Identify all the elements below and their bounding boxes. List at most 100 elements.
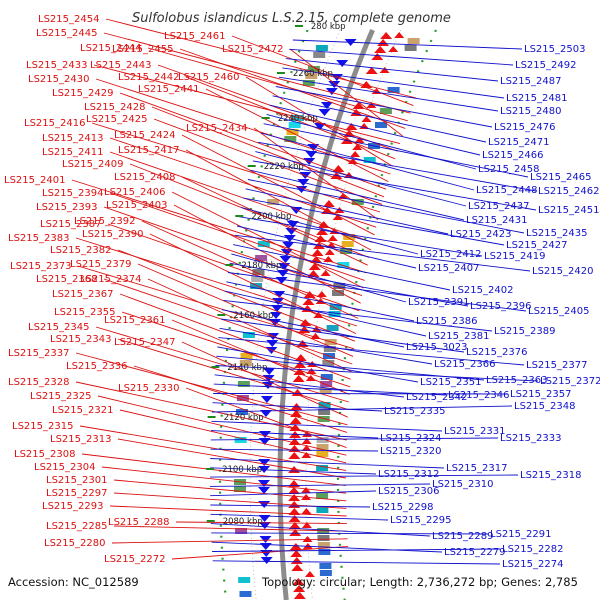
right-gene-label[interactable]: LS215_2420 (532, 266, 593, 277)
right-gene-label[interactable]: LS215_2312 (378, 469, 439, 480)
right-gene-label[interactable]: LS215_2402 (452, 285, 513, 296)
left-gene-label[interactable]: LS215_2406 (104, 187, 165, 198)
right-gene-label[interactable]: LS215_2282 (502, 544, 563, 555)
left-gene-label[interactable]: LS215_2461 (164, 31, 225, 42)
right-gene-label[interactable]: LS215_2298 (372, 502, 433, 513)
left-gene-label[interactable]: LS215_2373 (10, 261, 71, 272)
right-gene-label[interactable]: LS215_2427 (506, 240, 567, 251)
right-gene-label[interactable]: LS215_2437 (468, 201, 529, 212)
right-gene-label[interactable]: LS215_2333 (500, 433, 561, 444)
right-gene-label[interactable]: LS215_2476 (494, 122, 555, 133)
left-gene-label[interactable]: LS215_2368 (36, 274, 97, 285)
right-gene-label[interactable]: LS215_2431 (466, 215, 527, 226)
left-gene-label[interactable]: LS215_2425 (86, 114, 147, 125)
left-gene-label[interactable]: LS215_2374 (80, 274, 141, 285)
right-gene-label[interactable]: LS215_2291 (490, 529, 551, 540)
left-gene-label[interactable]: LS215_2379 (70, 259, 131, 270)
left-gene-label[interactable]: LS215_2297 (46, 488, 107, 499)
right-gene-label[interactable]: LS215_2396 (470, 301, 531, 312)
left-gene-label[interactable]: LS215_2394 (42, 188, 103, 199)
left-gene-label[interactable]: LS215_2443 (90, 60, 151, 71)
right-gene-label[interactable]: LS215_2342 (406, 392, 467, 403)
left-gene-label[interactable]: LS215_2390 (82, 229, 143, 240)
right-gene-label[interactable]: LS215_2487 (500, 76, 561, 87)
right-gene-label[interactable]: LS215_2274 (502, 559, 563, 570)
right-gene-label[interactable]: LS215_2471 (488, 137, 549, 148)
right-gene-label[interactable]: LS215_2351 (420, 377, 481, 388)
right-gene-label[interactable]: LS215_2389 (494, 326, 555, 337)
left-gene-label[interactable]: LS215_2409 (62, 159, 123, 170)
left-gene-label[interactable]: LS215_2430 (28, 74, 89, 85)
left-gene-label[interactable]: LS215_2413 (42, 133, 103, 144)
left-gene-label[interactable]: LS215_2301 (46, 475, 107, 486)
right-gene-label[interactable]: LS215_2481 (506, 93, 567, 104)
right-gene-label[interactable]: LS215_2306 (378, 486, 439, 497)
left-gene-label[interactable]: LS215_2325 (30, 391, 91, 402)
right-gene-label[interactable]: LS215_2376 (466, 347, 527, 358)
right-gene-label[interactable]: LS215_2405 (528, 306, 589, 317)
left-gene-label[interactable]: LS215_2308 (14, 449, 75, 460)
right-gene-label[interactable]: LS215_2363 (486, 375, 547, 386)
left-gene-label[interactable]: LS215_2408 (114, 172, 175, 183)
left-gene-label[interactable]: LS215_2285 (46, 521, 107, 532)
left-gene-label[interactable]: LS215_2355 (54, 307, 115, 318)
left-gene-label[interactable]: LS215_2328 (8, 377, 69, 388)
right-gene-label[interactable]: LS215_2480 (500, 106, 561, 117)
right-gene-label[interactable]: LS215_2377 (526, 360, 587, 371)
left-gene-label[interactable]: LS215_2336 (66, 361, 127, 372)
left-gene-label[interactable]: LS215_2417 (118, 145, 179, 156)
right-gene-label[interactable]: LS215_2451 (538, 205, 599, 216)
right-gene-label[interactable]: LS215_2366 (434, 359, 495, 370)
right-gene-label[interactable]: LS215_3023 (406, 342, 467, 353)
left-gene-label[interactable]: LS215_2321 (52, 405, 113, 416)
left-gene-label[interactable]: LS215_2382 (50, 245, 111, 256)
left-gene-label[interactable]: LS215_2361 (104, 315, 165, 326)
left-gene-label[interactable]: LS215_2411 (42, 147, 103, 158)
right-gene-label[interactable]: LS215_2448 (476, 185, 537, 196)
right-gene-label[interactable]: LS215_2279 (444, 547, 505, 558)
right-gene-label[interactable]: LS215_2458 (478, 164, 539, 175)
left-gene-label[interactable]: LS215_2347 (114, 337, 175, 348)
left-gene-label[interactable]: LS215_2272 (104, 554, 165, 565)
right-gene-label[interactable]: LS215_2462 (538, 186, 599, 197)
right-gene-label[interactable]: LS215_2466 (482, 150, 543, 161)
right-gene-label[interactable]: LS215_2335 (384, 406, 445, 417)
right-gene-label[interactable]: LS215_2503 (524, 44, 585, 55)
left-gene-label[interactable]: LS215_2345 (28, 322, 89, 333)
right-gene-label[interactable]: LS215_2331 (444, 426, 505, 437)
left-gene-label[interactable]: LS215_2441 (138, 84, 199, 95)
left-gene-label[interactable]: LS215_2472 (222, 44, 283, 55)
right-gene-label[interactable]: LS215_2289 (432, 531, 493, 542)
right-gene-label[interactable]: LS215_2348 (514, 401, 575, 412)
left-gene-label[interactable]: LS215_2454 (38, 14, 99, 25)
left-gene-label[interactable]: LS215_2442 (118, 72, 179, 83)
left-gene-label[interactable]: LS215_2337 (8, 348, 69, 359)
left-gene-label[interactable]: LS215_2401 (4, 175, 65, 186)
right-gene-label[interactable]: LS215_2423 (450, 229, 511, 240)
right-gene-label[interactable]: LS215_2412 (420, 249, 481, 260)
right-gene-label[interactable]: LS215_2295 (390, 515, 451, 526)
left-gene-label[interactable]: LS215_2455 (112, 44, 173, 55)
right-gene-label[interactable]: LS215_2391 (408, 297, 469, 308)
right-gene-label[interactable]: LS215_2318 (520, 470, 581, 481)
left-gene-label[interactable]: LS215_2428 (84, 102, 145, 113)
right-gene-label[interactable]: LS215_2419 (484, 251, 545, 262)
left-gene-label[interactable]: LS215_2330 (118, 383, 179, 394)
left-gene-label[interactable]: LS215_2392 (74, 216, 135, 227)
left-gene-label[interactable]: LS215_2313 (50, 434, 111, 445)
right-gene-label[interactable]: LS215_2372 (540, 376, 600, 387)
left-gene-label[interactable]: LS215_2444 (80, 43, 141, 54)
left-gene-label[interactable]: LS215_2293 (42, 501, 103, 512)
left-gene-label[interactable]: LS215_2460 (178, 72, 239, 83)
right-gene-label[interactable]: LS215_2317 (446, 463, 507, 474)
left-gene-label[interactable]: LS215_2434 (186, 123, 247, 134)
right-gene-label[interactable]: LS215_2357 (510, 389, 571, 400)
right-gene-label[interactable]: LS215_2407 (418, 263, 479, 274)
right-gene-label[interactable]: LS215_2465 (530, 172, 591, 183)
right-gene-label[interactable]: LS215_2435 (526, 228, 587, 239)
left-gene-label[interactable]: LS215_2403 (106, 200, 167, 211)
left-gene-label[interactable]: LS215_2433 (26, 60, 87, 71)
left-gene-label[interactable]: LS215_2304 (34, 462, 95, 473)
left-gene-label[interactable]: LS215_2367 (52, 289, 113, 300)
right-gene-label[interactable]: LS215_2324 (380, 433, 441, 444)
